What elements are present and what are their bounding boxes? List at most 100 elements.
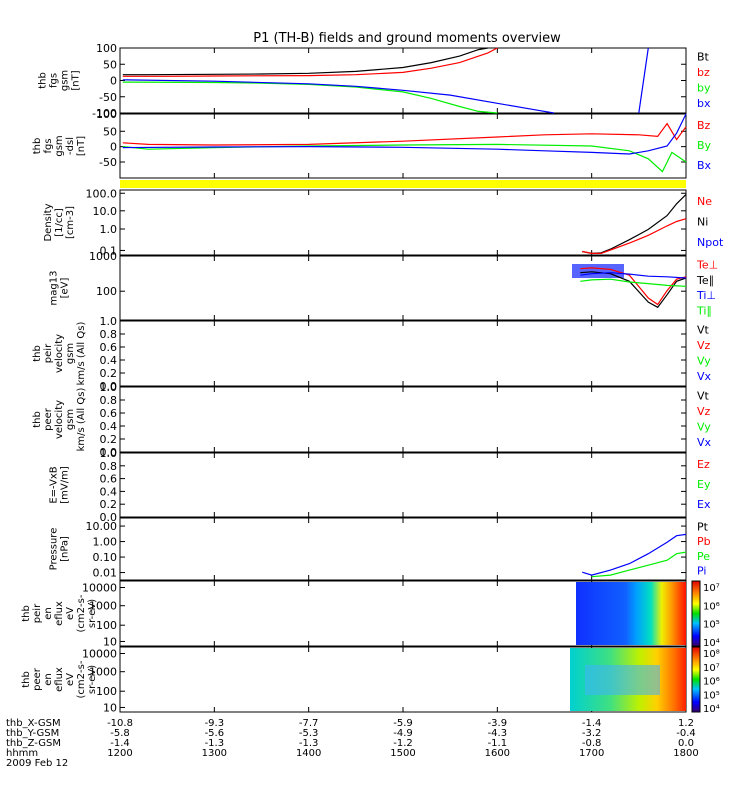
time-axis-value: -0.4 — [676, 728, 696, 739]
y-tick-label: 1000 — [89, 666, 117, 679]
y-axis-label-line: km/s (All Qs) — [76, 322, 87, 386]
date-label: 2009 Feb 12 — [6, 758, 68, 769]
y-axis-label-line: eflux — [54, 601, 65, 626]
colorbar-tick-label: 10⁵ — [703, 690, 720, 701]
panel-fgs-gsm-dsl: 100 50 0 -50 thb fgs gsm -dsl [nT] Bz By Bx — [32, 108, 712, 179]
y-axis-label-line: Density — [43, 203, 54, 241]
y-axis-label-line: gsm — [65, 409, 76, 430]
legend-entry: Ne — [697, 195, 712, 208]
y-axis-label: Density [1/cc] [cm-3] — [43, 203, 76, 241]
time-axis-value: 1300 — [202, 748, 227, 759]
y-tick-label: 0.2 — [100, 498, 118, 511]
y-tick-label: 0.4 — [100, 420, 118, 433]
y-axis-label: E=-VxB [mV/m] — [49, 466, 71, 504]
y-tick-label: 100 — [96, 42, 117, 55]
legend-entry: Vt — [697, 324, 710, 337]
y-tick-label: 100 — [96, 619, 117, 632]
y-tick-label: 0.4 — [100, 485, 118, 498]
y-axis-label-line: en — [43, 673, 54, 686]
series-Ti∥ — [580, 278, 687, 287]
time-axis-value: -4.3 — [488, 728, 508, 739]
y-tick-label: -50 — [99, 156, 117, 169]
y-axis-label-line: fgs — [49, 73, 60, 88]
panel-frame — [119, 113, 687, 179]
time-axis-row-label: thb_Y-GSM — [6, 728, 59, 739]
y-axis-label-line: [nT] — [76, 136, 87, 156]
series-Te⊥ — [580, 267, 687, 306]
colorbar-tick-label: 10⁶ — [703, 677, 720, 688]
y-axis-label: thb fgs gsm [nT] — [38, 70, 82, 91]
time-axis-value: 0.0 — [678, 738, 694, 749]
time-axis-value: -4.9 — [393, 728, 413, 739]
panel-fgs-gsm: 100 50 0 -50 -100 thb fgs gsm [nT] Bt bz by bx — [38, 42, 711, 120]
y-axis-label-line: peir — [32, 603, 43, 623]
y-axis-label-line: [mV/m] — [60, 466, 71, 504]
panel-frame — [119, 386, 687, 453]
time-axis-value: 1800 — [673, 748, 698, 759]
y-tick-label: 50 — [103, 125, 117, 138]
legend-entry: Vz — [697, 405, 711, 418]
y-axis-label: thb peer en eflux eV (cm2-s-sr-eV) — [21, 660, 98, 698]
y-axis-label-line: velocity — [54, 334, 65, 373]
legend-entry: Bt — [697, 51, 710, 64]
time-axis-value: 1.2 — [678, 718, 694, 729]
y-tick-label: 100 — [96, 285, 117, 298]
time-axis-value: -1.4 — [582, 718, 602, 729]
time-axis-value: -10.8 — [107, 718, 133, 729]
y-axis-label-line: peir — [43, 343, 54, 363]
time-axis-value: -1.1 — [488, 738, 508, 749]
legend-entry: bx — [697, 97, 711, 110]
y-tick-label: 100 — [96, 108, 117, 121]
y-tick-label: 0.6 — [100, 341, 118, 354]
y-axis-label-line: [cm-3] — [65, 206, 76, 239]
series-bx — [122, 79, 555, 114]
panel-frame — [119, 452, 687, 518]
panel-frame — [119, 517, 687, 581]
legend-entry: Vx — [697, 436, 712, 449]
legend-entry: Bx — [697, 159, 712, 172]
legend-entry: Npot — [697, 236, 724, 249]
panel-density: 100.0 10.0 1.0 0.1 Density [1/cc] [cm-3] Ne Ni Np… — [43, 187, 724, 257]
y-tick-label: 0.1 — [100, 244, 118, 257]
time-axis-value: -5.9 — [393, 718, 413, 729]
figure-title: P1 (TH-B) fields and ground moments over… — [253, 31, 561, 46]
y-axis-label-line: gsm — [60, 70, 71, 91]
y-axis-label-line: sr-eV) — [87, 665, 98, 694]
y-axis-label-line: [1/cc] — [54, 208, 65, 237]
y-axis-label: thb peir en eflux eV (cm2-s-sr-eV) — [21, 594, 98, 632]
y-axis-label: Pressure [nPa] — [49, 528, 71, 571]
y-axis-label-line: (cm2-s- — [76, 594, 87, 632]
y-axis-label-line: peer — [43, 407, 54, 431]
legend-entry: Vt — [697, 390, 710, 403]
legend-entry: Te∥ — [696, 274, 714, 287]
y-axis-label-line: (cm2-s- — [76, 660, 87, 698]
y-axis-label-line: en — [43, 607, 54, 620]
time-axis-value: -1.3 — [299, 738, 319, 749]
time-axis-value: -7.7 — [299, 718, 319, 729]
series-Bz — [122, 122, 687, 146]
y-axis-label-line: [nPa] — [60, 536, 71, 562]
spectrogram-image — [576, 582, 686, 645]
y-axis-label-line: eV — [65, 673, 76, 686]
series-Pi — [582, 533, 687, 576]
legend-entry: by — [697, 82, 711, 95]
y-axis-label: thb fgs gsm -dsl [nT] — [32, 135, 87, 156]
y-tick-label: 1.00 — [93, 536, 118, 549]
legend-entry: Vy — [697, 355, 711, 368]
time-axis-row-label: thb_Z-GSM — [6, 738, 61, 749]
y-axis-label-line: sr-eV) — [87, 599, 98, 628]
y-axis-label-line: eflux — [54, 667, 65, 692]
y-axis-label-line: thb — [32, 345, 43, 362]
y-axis-label-line: velocity — [54, 400, 65, 439]
y-axis-label-line: [nT] — [71, 70, 82, 90]
legend-entry: Te⊥ — [696, 259, 718, 272]
y-axis-label-line: gsm — [65, 343, 76, 364]
panel-pressure: 10.00 1.00 0.10 0.01 Pressure [nPa] Pt Pb Pe Pi — [49, 517, 711, 581]
y-axis-label-line: thb — [21, 671, 32, 688]
series-Ne — [582, 218, 687, 254]
y-axis-label: thb peir velocity gsm km/s (All Qs) — [32, 322, 87, 386]
y-tick-label: 10000 — [82, 648, 117, 661]
legend-entry: Ex — [697, 498, 711, 511]
colorbar-tick-label: 10⁸ — [703, 649, 720, 660]
